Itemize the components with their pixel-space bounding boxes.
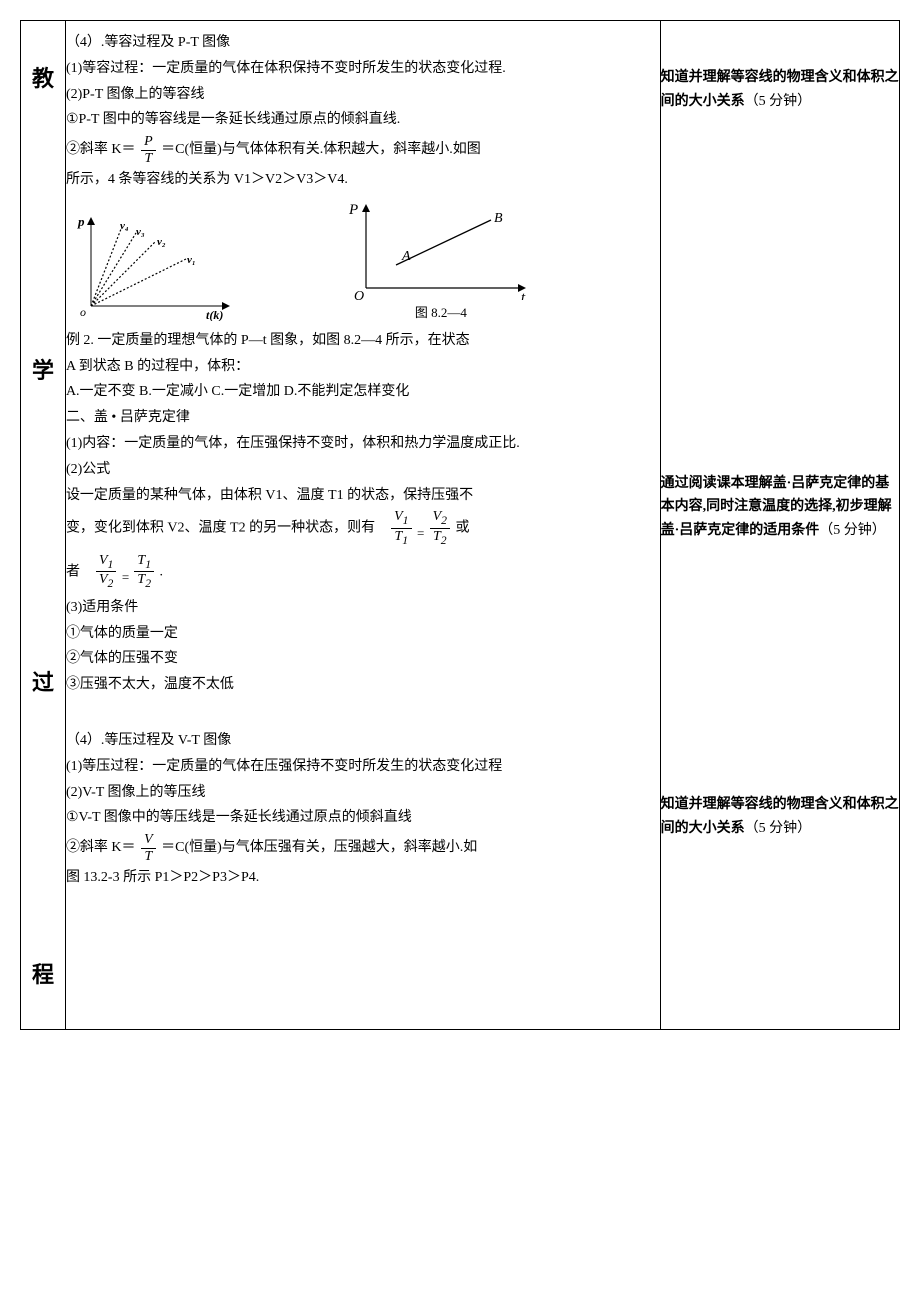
svg-text:t: t <box>521 290 526 300</box>
svg-text:p: p <box>77 214 85 229</box>
note-3: 知道并理解等容线的物理含义和体积之间的大小关系（5 分钟） <box>661 793 899 841</box>
svg-text:v₂: v₂ <box>157 236 166 248</box>
main-table: 教 学 过 程 （4）.等容过程及 P-T 图像 (1)等容过程：一定质量的气体… <box>20 20 900 1030</box>
fraction-vt: V T <box>141 832 156 864</box>
gay-item3: (3)适用条件 <box>66 596 660 620</box>
sec4b-2-2a: ②斜率 K＝ <box>66 840 136 855</box>
label-process1: 过 <box>21 625 65 737</box>
svg-text:v₄: v₄ <box>120 220 129 232</box>
frac-p-num: P <box>141 134 156 150</box>
example2-options: A.一定不变 B.一定减小 C.一定增加 D.不能判定怎样变化 <box>66 380 660 404</box>
gay-3a: 者 <box>66 564 80 579</box>
diagrams-row: p t(k) o v₄ v₃ v₂ v₁ <box>66 200 660 321</box>
sec4-item2-1: ①P-T 图中的等容线是一条延长线通过原点的倾斜直线. <box>66 108 660 132</box>
frac-v-den: T <box>141 849 156 864</box>
svg-text:v₃: v₃ <box>136 226 145 238</box>
gay-3b: . <box>160 564 164 579</box>
example2-line2: A 到状态 B 的过程中，体积： <box>66 355 660 379</box>
note1-time: （5 分钟） <box>745 94 812 109</box>
svg-text:o: o <box>80 305 86 319</box>
gay-2a: 变，变化到体积 V2、温度 T2 的另一种状态，则有 <box>66 521 375 536</box>
sec4b-2-2b: ＝C(恒量)与气体压强有关，压强越大，斜率越小.如 <box>161 840 477 855</box>
sec4-item2: (2)P-T 图像上的等容线 <box>66 83 660 107</box>
frac-v2b: V2 <box>96 572 116 591</box>
svg-text:P: P <box>348 202 358 218</box>
sec4-2-2a: ②斜率 K＝ <box>66 142 136 157</box>
diagram-2-svg: P t O A B <box>346 200 536 300</box>
frac-t2: T2 <box>430 529 450 548</box>
gay-item2-text1: 设一定质量的某种气体，由体积 V1、温度 T1 的状态，保持压强不 <box>66 484 660 508</box>
gay-item2-text2: 变，变化到体积 V2、温度 T2 的另一种状态，则有 V1 T1 = V2 T2… <box>66 509 660 550</box>
example2-line1: 例 2. 一定质量的理想气体的 P—t 图象，如图 8.2—4 所示，在状态 <box>66 329 660 353</box>
sec4b-heading: （4）.等压过程及 V-T 图像 <box>66 729 660 753</box>
gay-heading: 二、盖 • 吕萨克定律 <box>66 406 660 430</box>
sec4-item2-2c: 所示，4 条等容线的关系为 V1＞V2＞V3＞V4. <box>66 168 660 192</box>
label-process2: 程 <box>21 917 65 1029</box>
fraction-v2t2: V2 T2 <box>430 509 450 547</box>
sec4b-item2-2c: 图 13.2-3 所示 P1＞P2＞P3＞P4. <box>66 866 660 890</box>
gay-item3-1: ①气体的质量一定 <box>66 622 660 646</box>
svg-text:B: B <box>494 211 503 226</box>
frac-t1b: T1 <box>134 553 154 573</box>
frac-v-num: V <box>141 832 156 848</box>
svg-text:t(k): t(k) <box>206 308 223 321</box>
gay-item3-2: ②气体的压强不变 <box>66 647 660 671</box>
svg-text:O: O <box>354 289 364 300</box>
sec4b-item2-1: ①V-T 图像中的等压线是一条延长线通过原点的倾斜直线 <box>66 806 660 830</box>
diagram-1-svg: p t(k) o v₄ v₃ v₂ v₁ <box>66 211 236 321</box>
gay-item1: (1)内容：一定质量的气体，在压强保持不变时，体积和热力学温度成正比. <box>66 432 660 456</box>
frac-v2: V2 <box>430 509 450 529</box>
note2-time: （5 分钟） <box>819 523 886 538</box>
sec4-2-2b: ＝C(恒量)与气体体积有关.体积越大，斜率越小.如图 <box>161 142 481 157</box>
frac-v1: V1 <box>391 509 411 529</box>
diagram-2-box: P t O A B 图 8.2—4 <box>346 200 536 321</box>
fraction-v1v2: V1 V2 <box>96 553 116 591</box>
sidebar-label-column: 教 学 过 程 <box>21 21 66 1030</box>
note-1: 知道并理解等容线的物理含义和体积之间的大小关系（5 分钟） <box>661 66 899 114</box>
content-column: （4）.等容过程及 P-T 图像 (1)等容过程：一定质量的气体在体积保持不变时… <box>65 21 660 1030</box>
diagram-1-box: p t(k) o v₄ v₃ v₂ v₁ <box>66 211 236 321</box>
sec4b-item2: (2)V-T 图像上的等压线 <box>66 781 660 805</box>
diagram-2-caption: 图 8.2—4 <box>415 302 467 321</box>
frac-v1b: V1 <box>96 553 116 573</box>
sec4-heading: （4）.等容过程及 P-T 图像 <box>66 31 660 55</box>
svg-text:v₁: v₁ <box>187 254 196 266</box>
sec4b-item1: (1)等压过程：一定质量的气体在压强保持不变时所发生的状态变化过程 <box>66 755 660 779</box>
sec4-item2-2: ②斜率 K＝ P T ＝C(恒量)与气体体积有关.体积越大，斜率越小.如图 <box>66 134 660 166</box>
frac-p-den: T <box>141 151 156 166</box>
frac-t1: T1 <box>391 529 411 548</box>
page-container: 教 学 过 程 （4）.等容过程及 P-T 图像 (1)等容过程：一定质量的气体… <box>20 20 900 1030</box>
fraction-pt: P T <box>141 134 156 166</box>
gay-item2-text3: 者 V1 V2 = T1 T2 . <box>66 553 660 594</box>
label-learn: 学 <box>21 313 65 425</box>
frac-t2b: T2 <box>134 572 154 591</box>
label-teach: 教 <box>21 21 65 133</box>
note-2: 通过阅读课本理解盖·吕萨克定律的基本内容,同时注意温度的选择,初步理解盖·吕萨克… <box>661 472 899 543</box>
sec4b-item2-2: ②斜率 K＝ V T ＝C(恒量)与气体压强有关，压强越大，斜率越小.如 <box>66 832 660 864</box>
svg-text:A: A <box>401 249 411 264</box>
note3-time: （5 分钟） <box>745 821 812 836</box>
sec4-item1: (1)等容过程：一定质量的气体在体积保持不变时所发生的状态变化过程. <box>66 57 660 81</box>
fraction-t1t2: T1 T2 <box>134 553 154 591</box>
gay-item3-3: ③压强不太大，温度不太低 <box>66 673 660 697</box>
gay-2b: 或 <box>455 521 469 536</box>
fraction-v1t1: V1 T1 <box>391 509 411 547</box>
notes-column: 知道并理解等容线的物理含义和体积之间的大小关系（5 分钟） 通过阅读课本理解盖·… <box>660 21 899 1030</box>
gay-item2: (2)公式 <box>66 458 660 482</box>
